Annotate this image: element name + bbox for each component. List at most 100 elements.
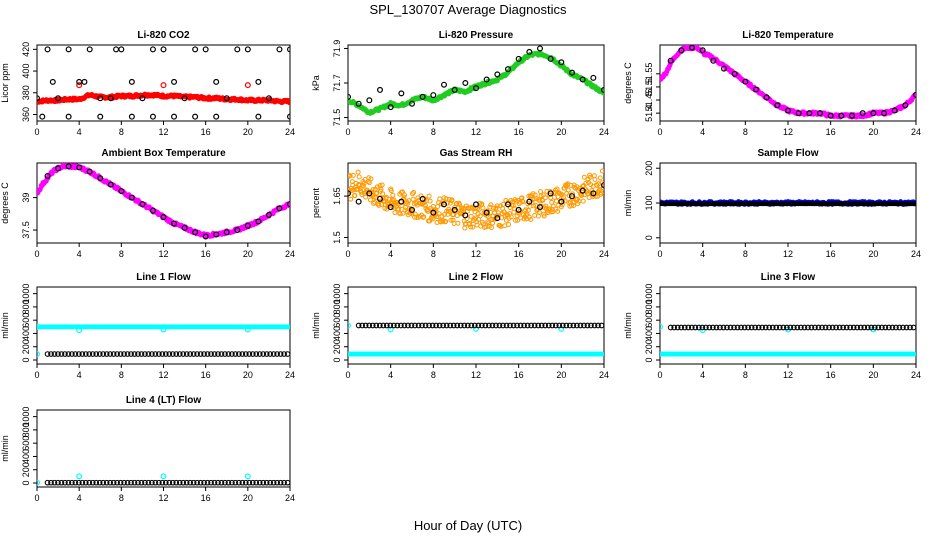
data-point: [774, 102, 781, 109]
data-point: [425, 208, 431, 214]
data-point: [391, 322, 397, 329]
data-point: [780, 324, 787, 331]
data-point: [581, 174, 587, 180]
data-point: [135, 351, 141, 357]
data-point: [545, 322, 552, 329]
data-point: [601, 86, 604, 93]
data-point: [201, 479, 207, 486]
data-point: [86, 479, 93, 486]
panel-title: Line 2 Flow: [449, 272, 504, 283]
data-point: [110, 479, 117, 486]
data-point: [401, 322, 408, 329]
x-tick-label: 4: [388, 370, 393, 380]
data-point: [699, 324, 706, 331]
y-tick-label: 200: [332, 339, 342, 354]
panel-2: Li-820 Temperature degrees C 0 4 8 12 16 20 24 51…: [623, 30, 921, 137]
data-point: [374, 184, 380, 190]
data-point: [421, 214, 427, 220]
x-tick-label: 20: [243, 127, 253, 137]
data-point: [590, 74, 597, 81]
data-point: [281, 351, 287, 357]
data-point: [58, 479, 65, 486]
data-point: [784, 107, 791, 114]
data-layer: [660, 323, 916, 357]
data-point: [752, 324, 758, 331]
data-point: [507, 322, 513, 329]
data-point: [48, 479, 54, 486]
data-point: [145, 479, 152, 486]
data-point: [533, 196, 539, 202]
y-axis-label: percent: [311, 187, 321, 218]
data-point: [462, 225, 468, 231]
data-point: [870, 110, 877, 117]
data-point: [244, 473, 251, 480]
data-point: [373, 322, 380, 329]
data-point: [265, 211, 272, 218]
x-axis-title: Hour of Day (UTC): [413, 518, 523, 533]
data-point: [363, 194, 369, 200]
x-tick-label: 12: [158, 370, 168, 380]
data-point: [588, 322, 594, 329]
y-tick-label: 100: [644, 195, 654, 210]
y-tick-label: 39: [21, 193, 31, 203]
data-point: [435, 204, 441, 210]
y-axis-label: kPa: [311, 75, 321, 91]
data-point: [124, 479, 131, 486]
y-tick-label: 51.5: [644, 78, 654, 96]
data-point: [755, 324, 762, 331]
data-point: [213, 231, 220, 238]
data-point: [183, 351, 190, 357]
data-point: [493, 322, 499, 329]
data-point: [461, 206, 467, 212]
data-point: [875, 324, 882, 331]
data-point: [891, 107, 898, 114]
data-point: [244, 82, 251, 89]
data-point: [912, 351, 916, 357]
data-point: [540, 198, 546, 204]
data-point: [554, 186, 560, 192]
y-tick-label: 0: [21, 481, 31, 486]
data-point: [62, 351, 68, 357]
data-point: [402, 192, 408, 198]
data-point: [412, 322, 418, 329]
data-point: [97, 95, 104, 102]
data-point: [255, 113, 262, 120]
data-point: [55, 351, 61, 357]
data-point: [850, 324, 857, 331]
data-point: [128, 194, 135, 201]
y-axis-label: ml/min: [623, 190, 633, 217]
data-point: [162, 479, 169, 486]
data-point: [816, 110, 823, 117]
data-point: [893, 324, 899, 331]
data-point: [124, 351, 131, 357]
data-point: [409, 100, 416, 107]
data-point: [160, 82, 167, 89]
data-point: [815, 324, 822, 331]
data-point: [443, 218, 449, 224]
y-tick-label: 1000: [332, 284, 342, 304]
data-point: [840, 324, 846, 331]
data-point: [470, 224, 476, 230]
data-point: [464, 208, 470, 214]
data-point: [912, 201, 916, 207]
x-tick-label: 20: [556, 370, 566, 380]
data-point: [86, 46, 93, 53]
y-tick-label: 600: [21, 313, 31, 328]
data-point: [864, 324, 871, 331]
data-point: [82, 351, 89, 357]
data-point: [173, 479, 180, 486]
data-point: [503, 322, 510, 329]
data-point: [475, 322, 482, 329]
data-point: [135, 479, 141, 486]
data-point: [430, 209, 437, 216]
data-point: [515, 217, 521, 223]
data-point: [727, 324, 734, 331]
data-point: [706, 324, 713, 331]
x-tick-label: 12: [158, 127, 168, 137]
data-point: [274, 479, 280, 486]
data-point: [510, 322, 517, 329]
x-tick-label: 0: [34, 127, 39, 137]
data-point: [131, 351, 138, 357]
data-point: [117, 479, 124, 486]
data-point: [688, 324, 695, 331]
